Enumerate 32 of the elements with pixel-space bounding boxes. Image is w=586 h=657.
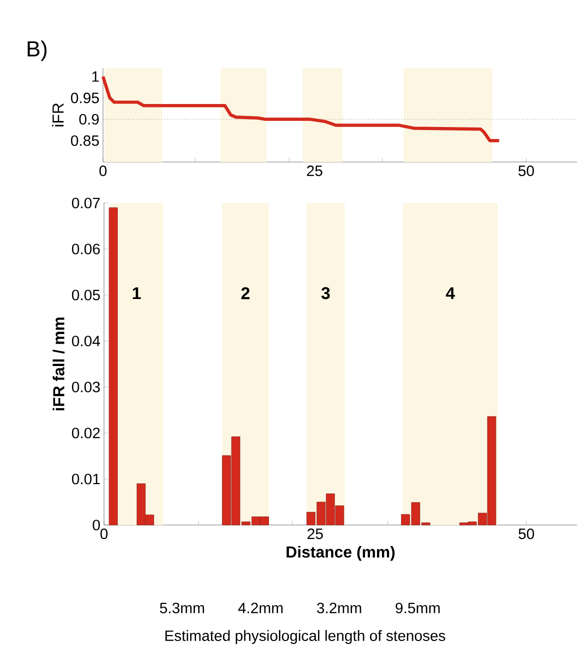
y-tick-label: 0.03 [72,382,100,392]
y-tick-label: 0.01 [72,474,100,484]
y-tick-label: 0.06 [72,244,100,254]
band-label: 1 [132,287,141,299]
y-tick-label: 0.9 [79,114,99,125]
y-tick-label: 1 [92,71,99,82]
x-tick-label: 25 [307,166,322,176]
y-tick-label: 0 [92,520,100,530]
y-tick-label: 0.85 [70,135,99,146]
bar [108,207,118,526]
y-axis-title: iFR fall / mm [52,318,65,410]
y-tick-label: 0.07 [72,198,100,208]
text: Estimated physiological length of stenoses [165,630,446,644]
x-axis-title: Distance (mm) [286,546,395,561]
text: 4.2mm [238,602,283,614]
line-series [101,74,501,142]
y-tick-label: 0.95 [70,92,99,104]
band-label: 2 [241,287,250,300]
chart-title: B) [28,40,46,61]
x-tick-label: 0 [100,528,108,540]
x-tick-label: 25 [308,528,323,540]
band-label: 4 [446,287,455,299]
text: 3.2mm [317,602,362,614]
text: 9.5mm [396,602,440,614]
x-tick-label: 50 [518,166,534,176]
y-tick-label: 0.02 [72,428,100,438]
y-axis-title: iFR [52,103,64,126]
y-tick-label: 0.05 [72,290,100,300]
text: 5.3mm [160,602,204,614]
x-tick-label: 50 [518,528,534,540]
y-tick-label: 0.04 [72,336,100,346]
band-label: 3 [321,287,330,300]
